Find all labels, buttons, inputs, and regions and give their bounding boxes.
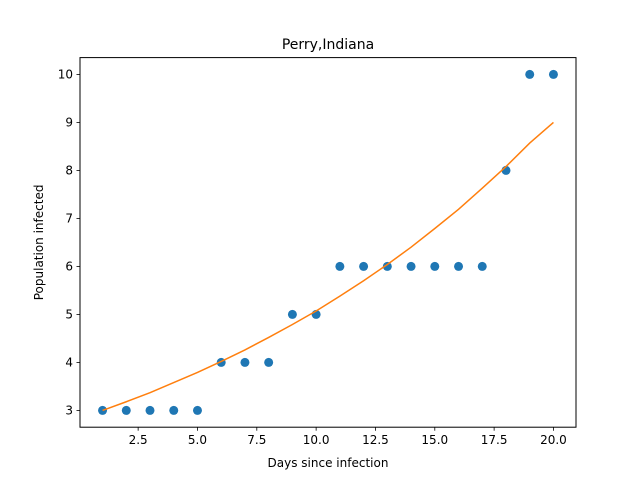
x-tick-label: 5.0 — [188, 433, 207, 447]
y-tick-label: 7 — [65, 212, 73, 226]
data-point — [335, 261, 345, 271]
y-axis-label: Population infected — [32, 185, 46, 301]
y-tick-label: 9 — [65, 116, 73, 130]
data-point — [98, 405, 108, 415]
data-point — [454, 261, 464, 271]
data-point — [287, 309, 297, 319]
y-tick-label: 4 — [65, 356, 73, 370]
data-point — [477, 261, 487, 271]
data-point — [382, 261, 392, 271]
x-tick-label: 17.5 — [481, 433, 508, 447]
y-tick-label: 6 — [65, 260, 73, 274]
y-tick-label: 3 — [65, 404, 73, 418]
axes-frame — [79, 57, 577, 428]
x-tick-label: 20.0 — [540, 433, 567, 447]
y-axis: 3 4 5 6 7 8 9 10 — [58, 68, 80, 418]
data-point — [359, 261, 369, 271]
plot-area — [98, 69, 558, 415]
data-point — [121, 405, 131, 415]
x-tick-label: 7.5 — [247, 433, 266, 447]
data-point — [169, 405, 179, 415]
x-tick-label: 2.5 — [129, 433, 148, 447]
data-point — [264, 357, 274, 367]
x-tick-label: 10.0 — [303, 433, 330, 447]
data-point — [192, 405, 202, 415]
x-axis: 2.5 5.0 7.5 10.0 12.5 15.0 17.5 20.0 — [129, 427, 567, 447]
data-point — [240, 357, 250, 367]
y-tick-label: 10 — [58, 68, 73, 82]
data-point — [548, 69, 558, 79]
data-point — [406, 261, 416, 271]
fit-line — [102, 121, 554, 412]
y-tick-label: 8 — [65, 164, 73, 178]
data-point — [145, 405, 155, 415]
x-tick-label: 12.5 — [362, 433, 389, 447]
data-point — [430, 261, 440, 271]
x-axis-label: Days since infection — [268, 456, 389, 470]
chart-title: Perry,Indiana — [282, 37, 374, 53]
data-point — [525, 69, 535, 79]
x-tick-label: 15.0 — [421, 433, 448, 447]
y-tick-label: 5 — [65, 308, 73, 322]
